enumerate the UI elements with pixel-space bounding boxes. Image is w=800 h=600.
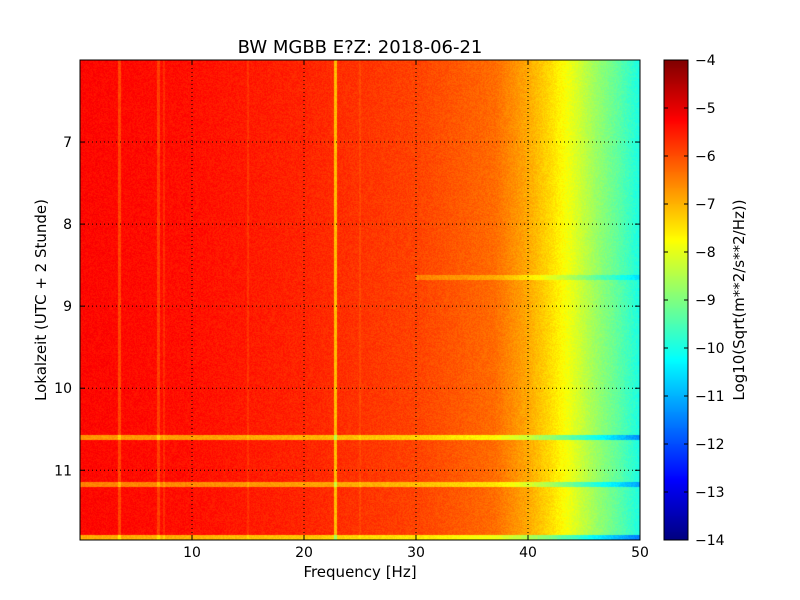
y-axis-label: Lokalzeit (UTC + 2 Stunde): [32, 199, 50, 401]
y-tick-label: 8: [63, 217, 72, 233]
colorbar-tick-label: −11: [695, 389, 725, 405]
colorbar-label: Log10(Sqrt(m**2/s**2/Hz)): [730, 199, 748, 400]
plot-area: 10 20 30 40 50 7 8 9 10 11: [54, 59, 649, 561]
y-tick-label: 11: [54, 463, 72, 479]
colorbar-tick-label: −5: [695, 101, 716, 117]
colorbar-tick-label: −8: [695, 245, 716, 261]
y-tick-label: 9: [63, 299, 72, 315]
x-tick-label: 30: [407, 545, 425, 561]
colorbar-tick-label: −10: [695, 341, 725, 357]
x-tick-label: 10: [183, 545, 201, 561]
colorbar-tick-label: −6: [695, 149, 716, 165]
colorbar: −4 −5 −6 −7 −8 −9 −10 −11 −12 −13 −14: [663, 53, 725, 549]
colorbar-ticks: −4 −5 −6 −7 −8 −9 −10 −11 −12 −13 −14: [664, 53, 725, 549]
colorbar-tick-label: −7: [695, 197, 716, 213]
colorbar-tick-label: −4: [695, 53, 716, 69]
x-tick-label: 20: [295, 545, 313, 561]
plot-frame: [79, 59, 641, 541]
colorbar-tick-label: −13: [695, 485, 725, 501]
colorbar-tick-label: −12: [695, 437, 725, 453]
colorbar-tick-label: −14: [695, 533, 725, 549]
x-tick-label: 50: [631, 545, 649, 561]
y-tick-label: 10: [54, 381, 72, 397]
x-axis-label: Frequency [Hz]: [303, 563, 416, 581]
y-axis-ticks: 7 8 9 10 11: [54, 135, 640, 479]
grid-lines: [80, 60, 640, 540]
spectrogram-heatmap: [80, 60, 640, 540]
x-tick-label: 40: [519, 545, 537, 561]
y-tick-label: 7: [63, 135, 72, 151]
x-axis-ticks: 10 20 30 40 50: [183, 60, 649, 561]
chart-title: BW MGBB E?Z: 2018-06-21: [238, 37, 483, 58]
colorbar-tick-label: −9: [695, 293, 716, 309]
